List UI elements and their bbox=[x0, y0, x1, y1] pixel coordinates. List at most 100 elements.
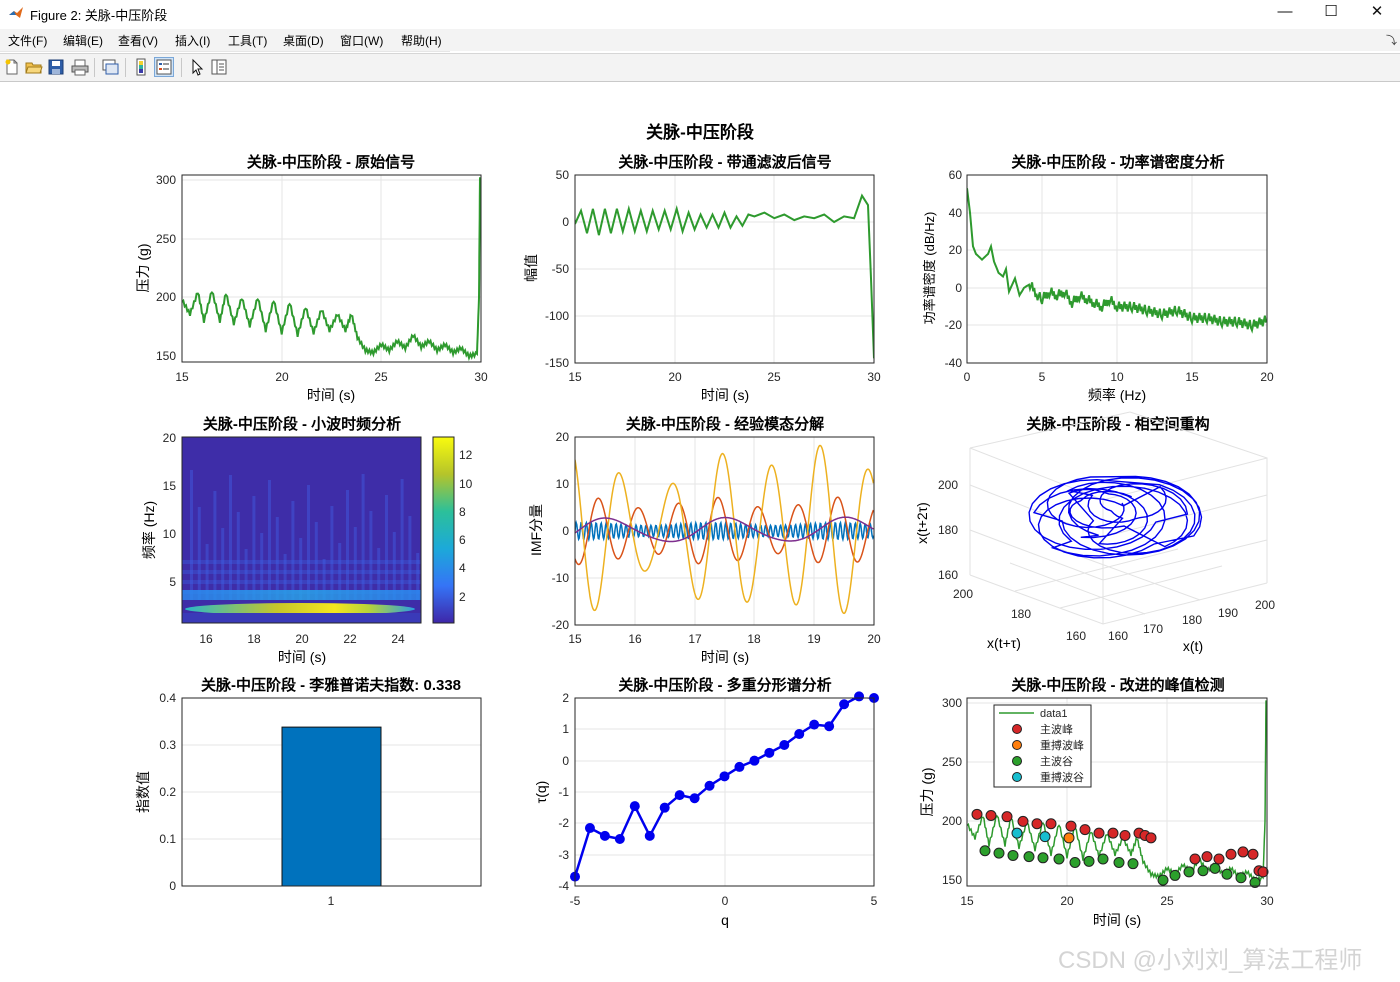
multifractal-title: 关脉-中压阶段 - 多重分形谱分析 bbox=[618, 676, 831, 694]
wavelet-streak bbox=[346, 490, 349, 600]
bandpass-title: 关脉-中压阶段 - 带通滤波后信号 bbox=[618, 153, 831, 171]
wavelet-streak bbox=[299, 538, 303, 600]
multifractal-point bbox=[599, 830, 610, 841]
multifractal-axes-box bbox=[574, 697, 875, 887]
peak-marker bbox=[1235, 872, 1247, 884]
wavelet-streak bbox=[275, 517, 279, 600]
raw-grid bbox=[182, 175, 481, 362]
phase-ytick: 160 bbox=[1066, 629, 1086, 643]
wavelet-streak bbox=[268, 480, 271, 600]
bandpass-ytick: 0 bbox=[562, 215, 569, 229]
menu-view[interactable]: 查看(V) bbox=[118, 34, 158, 48]
figure-canvas: 关脉-中压阶段 关脉-中压阶段 - 原始信号 15 20 25 30 150 2… bbox=[135, 122, 1275, 928]
close-button[interactable]: ✕ bbox=[1370, 3, 1384, 20]
emd-ytick: -10 bbox=[552, 571, 570, 585]
phase-xlabel: x(t) bbox=[1183, 638, 1203, 654]
lyapunov-ytick: 0.4 bbox=[159, 691, 176, 705]
wavelet-streak bbox=[385, 495, 388, 600]
bandpass-ytick: -50 bbox=[552, 262, 570, 276]
phase-trajectory-line bbox=[1028, 475, 1203, 559]
legend-entry: 重搏波谷 bbox=[1040, 770, 1084, 784]
bandpass-grid bbox=[575, 175, 874, 363]
bandpass-ytick: -100 bbox=[545, 309, 569, 323]
menu-bar: 文件(F) 编辑(E) 查看(V) 插入(I) 工具(T) 桌面(D) 窗口(W… bbox=[0, 29, 450, 52]
multifractal-point bbox=[794, 729, 805, 740]
emd-axes-box bbox=[574, 436, 875, 626]
menu-desktop[interactable]: 桌面(D) bbox=[283, 34, 324, 48]
raw-xtick: 25 bbox=[374, 370, 388, 384]
multifractal-ytick: -2 bbox=[558, 816, 569, 830]
peak-marker bbox=[1097, 853, 1109, 865]
peak-marker bbox=[1189, 853, 1201, 865]
wavelet-ytick: 10 bbox=[163, 527, 177, 541]
wavelet-streak bbox=[400, 479, 404, 600]
wavelet-band bbox=[182, 560, 421, 564]
wavelet-streak bbox=[221, 528, 225, 600]
open-folder-icon[interactable] bbox=[25, 58, 43, 76]
emd-imf-line bbox=[575, 516, 874, 543]
wavelet-streak bbox=[369, 511, 373, 600]
raw-signal-line bbox=[182, 177, 481, 362]
multifractal-point bbox=[809, 719, 820, 730]
menu-help[interactable]: 帮助(H) bbox=[401, 34, 442, 48]
multifractal-ytick: 0 bbox=[562, 754, 569, 768]
matlab-icon bbox=[9, 7, 23, 18]
dock-arrow-icon[interactable]: ⤵ bbox=[1386, 35, 1397, 47]
psd-xtick: 15 bbox=[1185, 370, 1199, 384]
menu-edit[interactable]: 编辑(E) bbox=[63, 34, 103, 48]
multifractal-xtick: 5 bbox=[871, 894, 878, 908]
peak-marker bbox=[1249, 876, 1261, 888]
peaks-xtick: 15 bbox=[960, 894, 974, 908]
peak-marker bbox=[985, 810, 997, 821]
insert-colorbar-icon[interactable] bbox=[133, 58, 151, 76]
maximize-button[interactable]: ☐ bbox=[1324, 3, 1338, 20]
property-inspector-icon[interactable] bbox=[210, 58, 228, 76]
menu-file[interactable]: 文件(F) bbox=[8, 34, 48, 48]
subplot-bandpass: 关脉-中压阶段 - 带通滤波后信号 15 20 25 30 -150 -100 … bbox=[523, 153, 881, 403]
peaks-ytick: 250 bbox=[942, 755, 962, 769]
bandpass-xtick: 25 bbox=[767, 370, 781, 384]
edit-plot-cursor-icon[interactable] bbox=[188, 58, 206, 76]
multifractal-ytick: -3 bbox=[558, 848, 569, 862]
bandpass-ytick: 50 bbox=[556, 168, 570, 182]
raw-ytick: 300 bbox=[156, 173, 176, 187]
lyapunov-ytick: 0.1 bbox=[159, 832, 176, 846]
colorbar-tick: 10 bbox=[459, 477, 473, 491]
peak-marker bbox=[1213, 853, 1225, 865]
peak-marker bbox=[1119, 829, 1131, 841]
raw-axes-box bbox=[181, 174, 482, 363]
link-plot-icon[interactable] bbox=[101, 58, 119, 76]
print-icon[interactable] bbox=[71, 58, 89, 76]
multifractal-point bbox=[659, 802, 670, 813]
phase-3d-grid bbox=[969, 411, 1268, 625]
multifractal-ytick: 2 bbox=[562, 691, 569, 705]
wavelet-streak bbox=[330, 506, 334, 600]
peak-marker bbox=[1069, 857, 1081, 868]
peak-marker bbox=[1247, 848, 1259, 860]
psd-line bbox=[967, 188, 1267, 334]
bandpass-ylabel: 幅值 bbox=[523, 254, 539, 282]
bandpass-xtick: 20 bbox=[668, 370, 682, 384]
minimize-button[interactable]: — bbox=[1277, 3, 1293, 20]
menu-window[interactable]: 窗口(W) bbox=[340, 34, 384, 48]
peaks-ytick: 300 bbox=[942, 696, 962, 710]
multifractal-point bbox=[779, 740, 790, 750]
figure-suptitle: 关脉-中压阶段 bbox=[646, 122, 754, 142]
wavelet-streak bbox=[291, 501, 295, 600]
emd-xtick: 20 bbox=[867, 632, 881, 646]
peaks-axes-box bbox=[966, 697, 1268, 887]
insert-legend-icon[interactable] bbox=[154, 57, 174, 77]
peak-marker bbox=[1023, 851, 1035, 863]
peaks-xtick: 30 bbox=[1260, 894, 1274, 908]
peak-marker bbox=[1113, 857, 1125, 868]
menu-insert[interactable]: 插入(I) bbox=[175, 34, 211, 48]
new-file-icon[interactable] bbox=[3, 58, 21, 76]
wavelet-xtick: 18 bbox=[247, 632, 261, 646]
menu-tools[interactable]: 工具(T) bbox=[228, 34, 268, 48]
phase-title: 关脉-中压阶段 - 相空间重构 bbox=[1026, 415, 1209, 433]
multifractal-point bbox=[824, 721, 835, 732]
phase-ytick: 160 bbox=[1108, 629, 1128, 643]
peak-marker bbox=[1017, 815, 1029, 827]
save-icon[interactable] bbox=[47, 58, 65, 76]
phase-ztick: 160 bbox=[938, 568, 958, 582]
